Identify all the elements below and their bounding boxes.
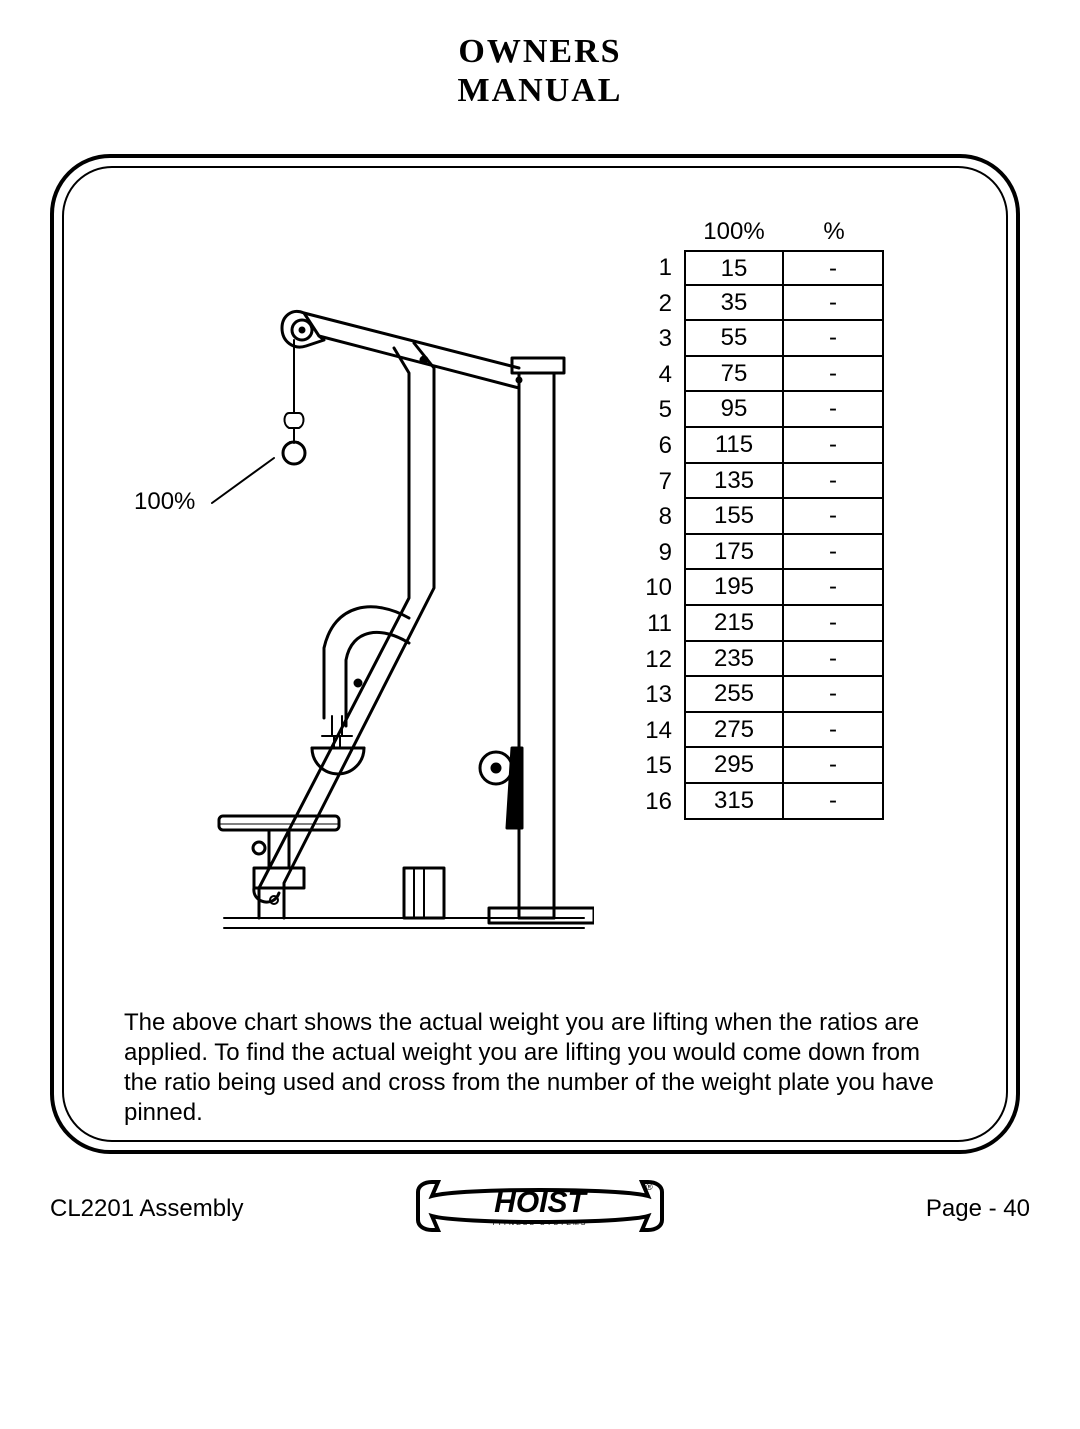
row-cell-100pct: 135 <box>684 464 784 500</box>
row-cell-100pct: 255 <box>684 677 784 713</box>
row-index: 16 <box>624 784 684 820</box>
content-frame-outer: 100% <box>50 154 1020 1154</box>
row-index: 6 <box>624 428 684 464</box>
row-cell-100pct: 15 <box>684 250 784 286</box>
table-row: 115- <box>624 250 914 286</box>
row-cell-100pct: 295 <box>684 748 784 784</box>
machine-diagram: 100% <box>124 228 594 938</box>
row-index: 1 <box>624 250 684 286</box>
row-cell-pct: - <box>784 499 884 535</box>
row-cell-pct: - <box>784 784 884 820</box>
table-header-index <box>624 218 684 246</box>
row-cell-100pct: 115 <box>684 428 784 464</box>
row-index: 9 <box>624 535 684 571</box>
row-index: 8 <box>624 499 684 535</box>
table-header-col2: % <box>784 218 884 246</box>
table-row: 595- <box>624 392 914 428</box>
row-index: 4 <box>624 357 684 393</box>
weight-table: 115-235-355-475-595-6115-7135-8155-9175-… <box>624 250 914 820</box>
title-line-2: MANUAL <box>0 71 1080 110</box>
table-row: 10195- <box>624 570 914 606</box>
row-index: 12 <box>624 642 684 678</box>
row-cell-pct: - <box>784 464 884 500</box>
table-header-col1: 100% <box>684 218 784 246</box>
table-row: 475- <box>624 357 914 393</box>
table-row: 13255- <box>624 677 914 713</box>
table-row: 15295- <box>624 748 914 784</box>
diagram-ratio-label: 100% <box>134 488 195 516</box>
table-row: 235- <box>624 286 914 322</box>
table-row: 8155- <box>624 499 914 535</box>
row-index: 15 <box>624 748 684 784</box>
row-cell-pct: - <box>784 321 884 357</box>
row-cell-pct: - <box>784 286 884 322</box>
table-headers: 100% % <box>624 218 914 246</box>
row-cell-100pct: 35 <box>684 286 784 322</box>
page-footer: CL2201 Assembly HOIST ® FITNESS SYSTEMS … <box>50 1174 1030 1244</box>
row-cell-pct: - <box>784 392 884 428</box>
row-index: 11 <box>624 606 684 642</box>
row-cell-pct: - <box>784 357 884 393</box>
row-cell-pct: - <box>784 606 884 642</box>
title-line-1: OWNERS <box>0 32 1080 71</box>
table-row: 12235- <box>624 642 914 678</box>
row-cell-100pct: 175 <box>684 535 784 571</box>
content-frame-inner: 100% <box>62 166 1008 1142</box>
footer-assembly-label: CL2201 Assembly <box>50 1195 410 1223</box>
table-row: 6115- <box>624 428 914 464</box>
content-area: 100% <box>64 168 1006 1140</box>
row-cell-100pct: 55 <box>684 321 784 357</box>
row-cell-100pct: 155 <box>684 499 784 535</box>
table-row: 9175- <box>624 535 914 571</box>
row-index: 10 <box>624 570 684 606</box>
row-index: 3 <box>624 321 684 357</box>
row-index: 7 <box>624 464 684 500</box>
row-index: 14 <box>624 713 684 749</box>
row-cell-100pct: 235 <box>684 642 784 678</box>
row-cell-pct: - <box>784 713 884 749</box>
machine-svg <box>124 228 594 938</box>
logo-sub-text: FITNESS SYSTEMS <box>493 1220 588 1227</box>
logo-main-text: HOIST <box>494 1186 588 1219</box>
row-cell-pct: - <box>784 535 884 571</box>
row-cell-100pct: 275 <box>684 713 784 749</box>
table-row: 7135- <box>624 464 914 500</box>
explanation-text: The above chart shows the actual weight … <box>124 1008 946 1128</box>
footer-page-number: Page - 40 <box>670 1195 1030 1223</box>
row-cell-pct: - <box>784 642 884 678</box>
hoist-logo: HOIST ® FITNESS SYSTEMS <box>410 1176 670 1243</box>
table-row: 11215- <box>624 606 914 642</box>
row-cell-pct: - <box>784 748 884 784</box>
row-cell-100pct: 315 <box>684 784 784 820</box>
weight-table-area: 100% % 115-235-355-475-595-6115-7135-815… <box>624 218 914 820</box>
row-cell-pct: - <box>784 428 884 464</box>
row-cell-100pct: 215 <box>684 606 784 642</box>
row-cell-pct: - <box>784 250 884 286</box>
row-cell-pct: - <box>784 677 884 713</box>
row-index: 13 <box>624 677 684 713</box>
row-cell-100pct: 95 <box>684 392 784 428</box>
row-cell-100pct: 195 <box>684 570 784 606</box>
row-index: 2 <box>624 286 684 322</box>
table-row: 16315- <box>624 784 914 820</box>
table-row: 14275- <box>624 713 914 749</box>
logo-registered-mark: ® <box>646 1182 653 1192</box>
row-cell-100pct: 75 <box>684 357 784 393</box>
table-row: 355- <box>624 321 914 357</box>
row-index: 5 <box>624 392 684 428</box>
page-title: OWNERS MANUAL <box>0 32 1080 110</box>
row-cell-pct: - <box>784 570 884 606</box>
